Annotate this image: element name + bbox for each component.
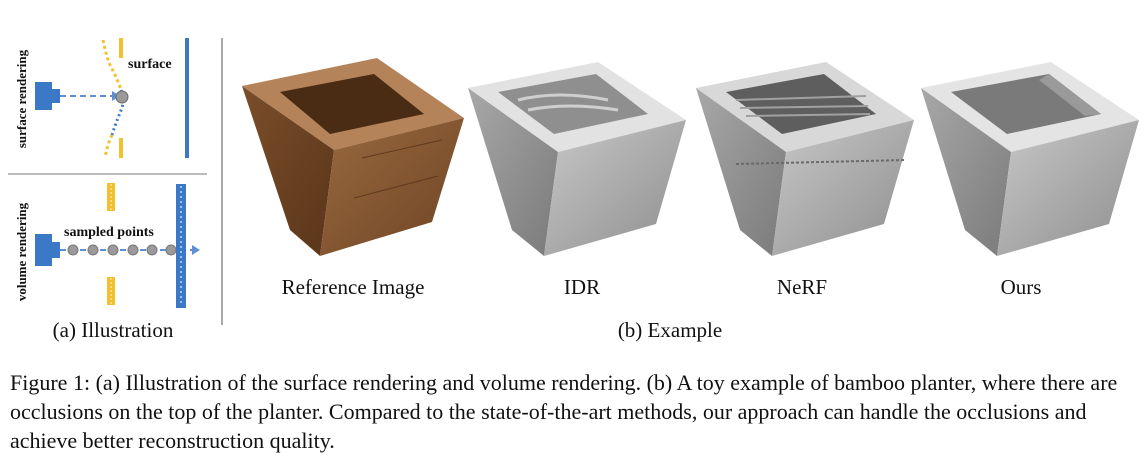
nerf-image (696, 62, 914, 256)
camera-icon (35, 82, 52, 110)
example-caption: (b) Example (617, 318, 723, 342)
sampled-point (87, 244, 99, 256)
ours-label: Ours (1000, 275, 1042, 299)
nerf-label: NeRF (776, 275, 828, 299)
sampled-point (67, 244, 79, 256)
volume-rendering-diagram (35, 183, 200, 308)
example-images (242, 58, 1139, 256)
intersection-point (115, 90, 129, 104)
sampled-point (107, 244, 119, 256)
figure: surface rendering surface volume renderi… (8, 38, 1139, 342)
reference-image (242, 58, 464, 256)
background-plane (185, 38, 189, 158)
surface-bar-bottom (119, 138, 123, 158)
reference-image-label: Reference Image (281, 275, 425, 299)
figure-caption-prefix: Figure 1: (10, 370, 96, 395)
surface-rendering-label: surface rendering (14, 49, 29, 149)
surface-curve-upper (101, 39, 123, 91)
sampled-point (127, 244, 139, 256)
sampled-point (146, 244, 158, 256)
sampled-points-label: sampled points (64, 225, 154, 240)
idr-label: IDR (563, 275, 601, 299)
ours-image (921, 62, 1139, 256)
illustration-caption: (a) Illustration (52, 318, 174, 342)
camera-icon (35, 234, 52, 266)
volume-rendering-label: volume rendering (14, 202, 29, 302)
illustration-panel (8, 38, 223, 325)
surface-rendering-diagram (35, 38, 189, 159)
surface-bar-top (119, 38, 123, 58)
idr-image (468, 62, 686, 256)
figure-caption-text: (a) Illustration of the surface renderin… (10, 370, 1118, 453)
surface-curve-lower (103, 134, 114, 159)
sampled-point (165, 244, 177, 256)
figure-caption: Figure 1: (a) Illustration of the surfac… (10, 368, 1140, 455)
surface-label: surface (128, 57, 172, 72)
